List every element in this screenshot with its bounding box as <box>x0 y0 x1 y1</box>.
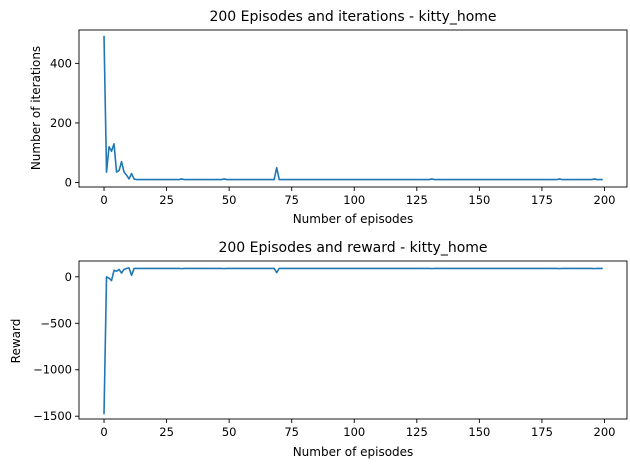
x-tick-label: 200 <box>594 193 616 207</box>
x-tick-label: 175 <box>531 193 553 207</box>
x-axis-label: Number of episodes <box>293 212 414 226</box>
x-tick-label: 25 <box>159 193 174 207</box>
x-tick-label: 100 <box>343 193 365 207</box>
reward-chart: 200 Episodes and reward - kitty_home Num… <box>9 240 628 459</box>
x-axis-label: Number of episodes <box>293 445 414 459</box>
x-tick-label: 150 <box>468 193 490 207</box>
series-line <box>103 267 603 415</box>
plot-frame <box>78 260 628 420</box>
x-tick-label: 175 <box>531 425 553 439</box>
y-axis-label: Number of iterations <box>29 46 43 170</box>
x-tick-label: 25 <box>159 425 174 439</box>
y-axis-label: Reward <box>9 319 23 364</box>
y-tick-label: −1000 <box>33 363 72 377</box>
y-tick-label: 0 <box>65 270 72 284</box>
x-tick-label: 125 <box>406 425 428 439</box>
x-tick-label: 150 <box>468 425 490 439</box>
y-tick-label: −1500 <box>33 409 72 423</box>
y-tick-label: 200 <box>50 116 72 130</box>
y-tick-label: −500 <box>40 316 72 330</box>
x-tick-label: 0 <box>100 425 107 439</box>
x-tick-label: 0 <box>100 193 107 207</box>
iterations-chart: 200 Episodes and iterations - kitty_home… <box>29 9 628 226</box>
x-tick-label: 75 <box>284 425 299 439</box>
series-line <box>103 35 603 181</box>
x-tick-label: 125 <box>406 193 428 207</box>
plot-frame <box>78 29 628 188</box>
chart-title: 200 Episodes and reward - kitty_home <box>218 240 487 256</box>
x-tick-label: 200 <box>594 425 616 439</box>
x-tick-label: 100 <box>343 425 365 439</box>
y-tick-label: 0 <box>65 176 72 190</box>
x-tick-label: 50 <box>222 193 237 207</box>
y-tick-label: 400 <box>50 56 72 70</box>
chart-title: 200 Episodes and iterations - kitty_home <box>209 9 496 25</box>
x-tick-label: 50 <box>222 425 237 439</box>
x-tick-label: 75 <box>284 193 299 207</box>
